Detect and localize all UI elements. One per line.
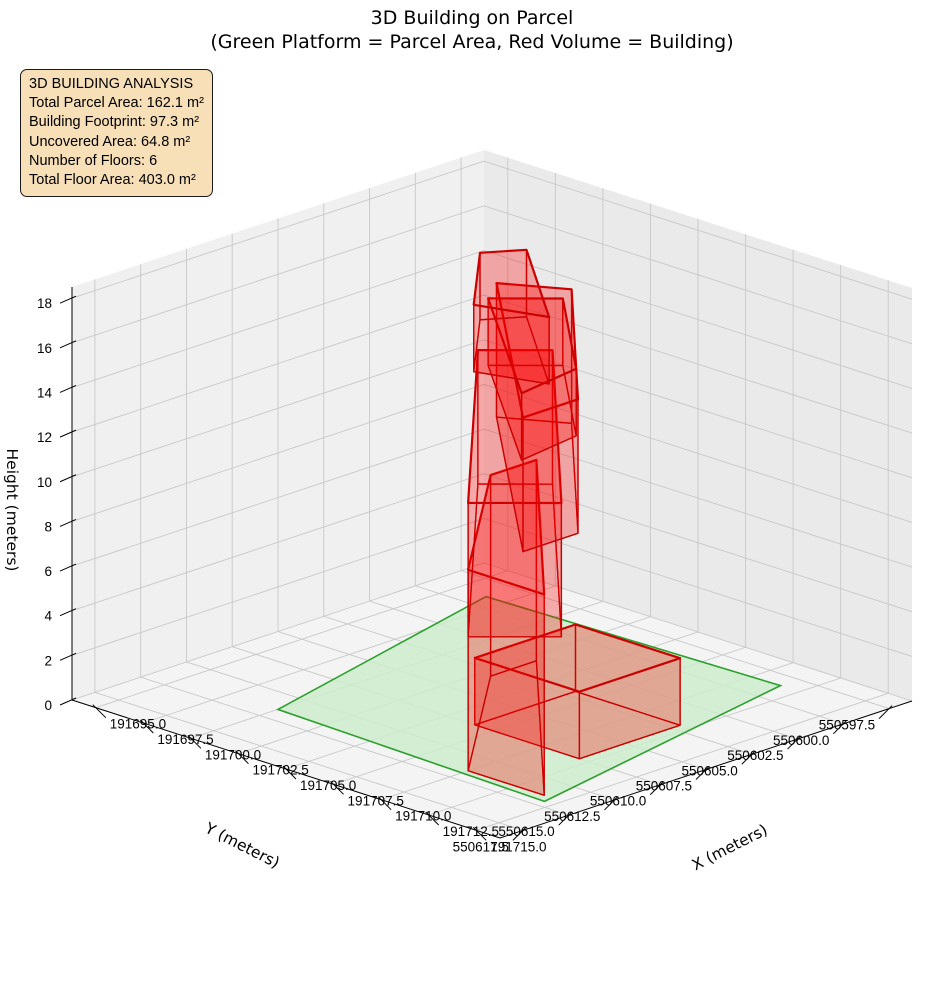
x-tick-mark-0 — [92, 704, 107, 719]
floor-1 — [473, 623, 682, 760]
y-tick-label-3: 550605.0 — [681, 763, 737, 778]
y-tick-label-5: 550610.0 — [590, 794, 646, 809]
gridline-z-5 — [71, 339, 913, 479]
y-tick-mark-5 — [649, 781, 664, 796]
gridline-z-7 — [71, 250, 913, 389]
z-tick-label-5: 10 — [37, 475, 52, 490]
z-tick-label-8: 16 — [37, 341, 52, 356]
z-tick-mark-4 — [59, 518, 77, 527]
info-line-parcel-area: Total Parcel Area: 162.1 m² — [29, 95, 204, 112]
y-tick-mark-0 — [878, 705, 893, 719]
y-tick-label-8: 550617.5 — [453, 839, 509, 854]
z-tick-mark-9 — [59, 295, 77, 304]
building-volume — [467, 248, 682, 796]
info-line-uncovered: Uncovered Area: 64.8 m² — [29, 133, 191, 150]
x-tick-mark-3 — [235, 750, 249, 765]
z-tick-label-2: 4 — [44, 609, 52, 624]
y-tick-label-7: 550615.0 — [498, 824, 554, 839]
chart-title-line2: (Green Platform = Parcel Area, Red Volum… — [210, 31, 734, 53]
gridline-z-4 — [71, 383, 913, 523]
floor-3-top — [467, 349, 563, 505]
y-tick-mark-3 — [741, 750, 756, 765]
analysis-info-box: 3D BUILDING ANALYSIS Total Parcel Area: … — [20, 69, 213, 198]
floor-5-top — [487, 297, 578, 395]
x-tick-mark-8 — [472, 826, 487, 841]
y-tick-label-0: 550597.5 — [819, 718, 875, 733]
info-line-floors: Number of Floors: 6 — [29, 152, 158, 169]
x-tick-mark-1 — [139, 719, 154, 734]
z-tick-label-9: 18 — [37, 296, 52, 311]
y-tick-label-6: 550612.5 — [544, 809, 600, 824]
y-tick-mark-6 — [604, 796, 618, 811]
x-axis-label: X (meters) — [689, 821, 771, 874]
y-tick-mark-1 — [832, 720, 847, 735]
z-axis-label: Height (meters) — [3, 449, 21, 572]
floor-1-top — [473, 623, 682, 693]
info-heading: 3D BUILDING ANALYSIS — [29, 76, 194, 92]
gridline-z-6 — [71, 294, 913, 434]
x-tick-label-0: 191695.0 — [110, 717, 166, 732]
floor-6-top — [472, 248, 551, 319]
gridline-z-9 — [71, 160, 913, 300]
y-axis-label: Y (meters) — [201, 819, 282, 872]
x-tick-label-6: 191710.0 — [395, 809, 451, 824]
y-tick-label-2: 550602.5 — [727, 748, 783, 763]
x-tick-mark-7 — [425, 811, 440, 826]
info-line-footprint: Building Footprint: 97.3 m² — [29, 114, 200, 131]
z-tick-mark-5 — [59, 474, 77, 483]
y-tick-mark-8 — [512, 827, 527, 841]
floor-2 — [467, 458, 546, 796]
floor-6 — [472, 248, 551, 385]
z-tick-mark-2 — [59, 608, 77, 617]
z-tick-label-0: 0 — [44, 698, 52, 713]
x-tick-mark-2 — [187, 734, 202, 749]
x-tick-mark-5 — [330, 780, 344, 795]
z-tick-mark-1 — [59, 652, 77, 661]
x-tick-label-5: 191707.5 — [348, 793, 404, 808]
gridline-z-8 — [71, 205, 913, 345]
z-tick-mark-0 — [59, 697, 77, 706]
floor-5 — [487, 297, 578, 461]
info-line-floor-area: Total Floor Area: 403.0 m² — [29, 172, 196, 189]
floor-3 — [467, 349, 563, 638]
z-tick-label-1: 2 — [44, 653, 52, 668]
x-tick-label-4: 191705.0 — [300, 778, 356, 793]
z-tick-mark-3 — [59, 563, 77, 572]
y-tick-mark-4 — [695, 766, 710, 780]
z-tick-mark-8 — [59, 340, 77, 349]
gridline-z-0 — [71, 562, 913, 702]
x-tick-label-8: 191715.0 — [490, 839, 546, 854]
z-tick-label-6: 12 — [37, 430, 52, 445]
x-tick-label-2: 191700.0 — [205, 747, 261, 762]
chart-title-line1: 3D Building on Parcel — [370, 7, 574, 29]
x-tick-mark-4 — [282, 765, 297, 780]
z-tick-label-7: 14 — [37, 385, 53, 400]
gridline-z-3 — [71, 428, 913, 568]
x-tick-label-3: 191702.5 — [252, 763, 308, 778]
axis-ticks: 191695.0191697.5191700.0191702.5191705.0… — [37, 295, 893, 854]
y-tick-mark-7 — [558, 811, 573, 826]
z-tick-label-4: 8 — [44, 519, 52, 534]
y-tick-mark-2 — [787, 735, 801, 750]
z-tick-label-3: 6 — [44, 564, 52, 579]
y-tick-label-4: 550607.5 — [636, 779, 692, 794]
gridline-z-1 — [71, 517, 913, 657]
chart-title: 3D Building on Parcel (Green Platform = … — [0, 6, 944, 54]
x-tick-label-7: 191712.5 — [443, 824, 499, 839]
gridline-z-2 — [71, 473, 913, 613]
x-tick-label-1: 191697.5 — [157, 732, 213, 747]
y-tick-label-1: 550600.0 — [773, 733, 829, 748]
z-tick-mark-7 — [59, 385, 77, 393]
x-tick-mark-6 — [377, 796, 392, 811]
z-tick-mark-6 — [59, 429, 77, 438]
